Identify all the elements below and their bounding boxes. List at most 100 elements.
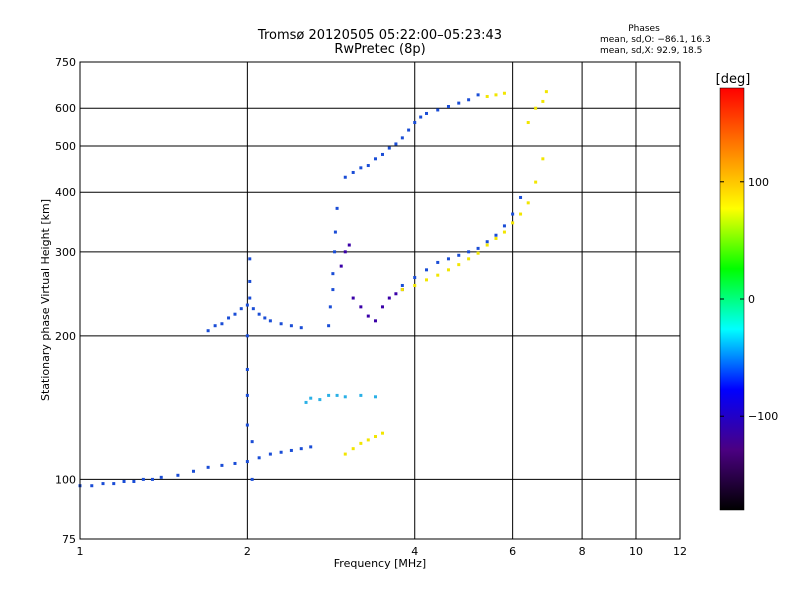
data-point (248, 296, 252, 300)
data-point (245, 460, 249, 464)
data-point (485, 243, 489, 247)
data-point (333, 230, 337, 234)
data-point (328, 305, 332, 309)
data-point (333, 250, 337, 254)
data-point (299, 447, 303, 451)
data-point (359, 441, 363, 445)
data-point (299, 326, 303, 330)
data-point (90, 484, 94, 488)
data-point (476, 246, 480, 250)
data-point (279, 322, 283, 326)
data-point (373, 395, 377, 399)
data-point (519, 195, 523, 199)
y-tick-label: 750 (55, 56, 76, 69)
data-point (387, 296, 391, 300)
data-point (141, 477, 145, 481)
data-point (220, 463, 224, 467)
data-point (245, 303, 249, 307)
data-point (494, 236, 498, 240)
data-point (268, 319, 272, 323)
y-tick-label: 500 (55, 140, 76, 153)
data-point (279, 450, 283, 454)
data-point (245, 367, 249, 371)
data-point (304, 400, 308, 404)
data-point (425, 268, 429, 272)
data-point (327, 393, 331, 397)
data-point (457, 253, 461, 257)
data-point (436, 108, 440, 112)
data-point (373, 319, 377, 323)
data-point (248, 279, 252, 283)
data-point (400, 283, 404, 287)
data-point (206, 465, 210, 469)
data-point (407, 128, 411, 132)
data-point (132, 479, 136, 483)
data-point (359, 305, 363, 309)
data-point (446, 257, 450, 261)
data-point (176, 473, 180, 477)
data-point (112, 482, 116, 486)
data-point (519, 212, 523, 216)
data-point (343, 250, 347, 254)
data-point (359, 393, 363, 397)
data-point (380, 152, 384, 156)
data-point (150, 477, 154, 481)
y-tick-label: 400 (55, 186, 76, 199)
data-point (101, 482, 105, 486)
data-point (335, 206, 339, 210)
data-point (400, 136, 404, 140)
data-point (467, 250, 471, 254)
data-point (339, 264, 343, 268)
data-point (380, 431, 384, 435)
data-point (250, 440, 254, 444)
data-point (245, 423, 249, 427)
data-point (544, 90, 548, 94)
data-point (250, 477, 254, 481)
x-tick-label: 6 (509, 545, 516, 558)
data-point (457, 101, 461, 105)
chart-subtitle: RwPretec (8p) (334, 42, 425, 57)
data-point (394, 142, 398, 146)
data-point (318, 398, 322, 402)
data-point (419, 115, 423, 119)
data-point (413, 283, 417, 287)
data-point (309, 445, 313, 449)
x-tick-label: 1 (77, 545, 84, 558)
data-point (351, 296, 355, 300)
y-tick-label: 200 (55, 330, 76, 343)
data-point (494, 93, 498, 97)
data-point (467, 98, 471, 102)
data-point (511, 212, 515, 216)
colorbar-tick-label: 0 (748, 293, 755, 306)
x-tick-label: 4 (411, 545, 418, 558)
phases-heading: Phases (628, 24, 660, 34)
y-tick-label: 300 (55, 246, 76, 259)
data-point (257, 456, 261, 460)
data-point (327, 324, 331, 328)
data-point (351, 447, 355, 451)
data-point (191, 469, 195, 473)
data-point (366, 438, 370, 442)
colorbar-tick-label: −100 (748, 410, 778, 423)
data-point (502, 91, 506, 95)
data-point (494, 233, 498, 237)
y-tick-label: 600 (55, 102, 76, 115)
data-point (446, 268, 450, 272)
data-point (502, 230, 506, 234)
data-point (343, 395, 347, 399)
data-point (220, 322, 224, 326)
data-point (359, 166, 363, 170)
data-point (446, 105, 450, 109)
data-point (511, 221, 515, 225)
y-tick-label: 100 (55, 473, 76, 486)
data-point (289, 324, 293, 328)
x-tick-label: 2 (244, 545, 251, 558)
plot-frame (79, 61, 681, 540)
data-point (436, 260, 440, 264)
data-point (366, 314, 370, 318)
data-point (233, 312, 237, 316)
data-point (289, 448, 293, 452)
data-point (457, 263, 461, 267)
data-point (343, 175, 347, 179)
data-point (213, 324, 217, 328)
